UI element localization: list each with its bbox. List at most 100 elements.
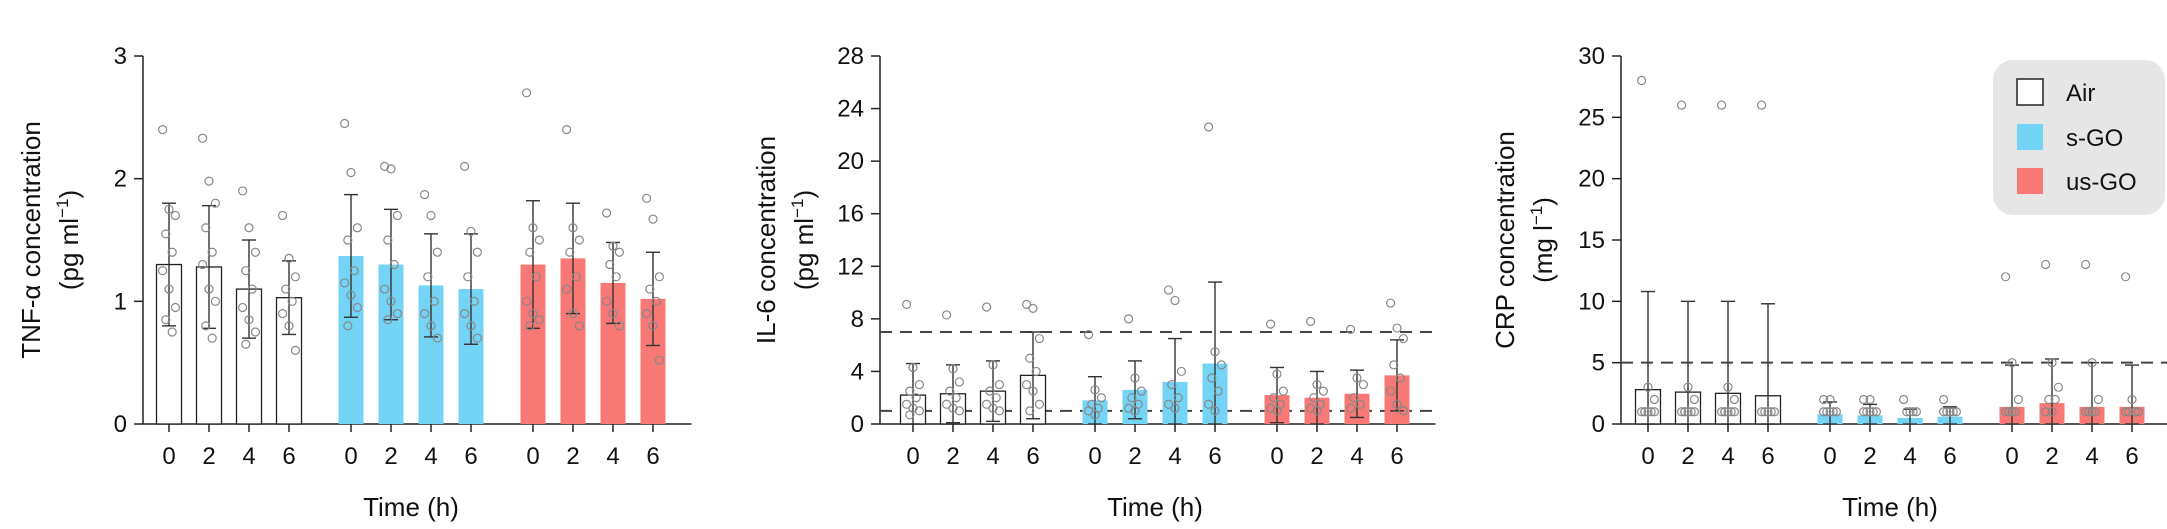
data-point bbox=[1649, 394, 1660, 405]
x-tick-label: 4 bbox=[986, 443, 999, 470]
y-tick-label: 16 bbox=[837, 201, 864, 228]
data-point bbox=[531, 272, 541, 282]
data-point bbox=[1643, 382, 1653, 392]
data-point bbox=[901, 399, 912, 409]
x-tick-label: 0 bbox=[162, 443, 175, 470]
data-point bbox=[905, 410, 915, 420]
data-point bbox=[1395, 373, 1405, 383]
data-point bbox=[1123, 403, 1134, 413]
data-point bbox=[1163, 399, 1174, 409]
data-point bbox=[985, 386, 995, 396]
data-point bbox=[284, 321, 294, 331]
data-point bbox=[648, 214, 658, 224]
data-point bbox=[2044, 394, 2054, 405]
data-point bbox=[1683, 407, 1693, 417]
data-point bbox=[420, 309, 430, 319]
data-point bbox=[1945, 407, 1955, 417]
y-tick-label: 0 bbox=[114, 411, 127, 438]
data-point bbox=[1305, 403, 1316, 413]
data-point bbox=[1272, 369, 1282, 379]
data-point bbox=[561, 284, 572, 294]
data-point bbox=[911, 393, 921, 403]
x-tick-label: 4 bbox=[2085, 443, 2098, 470]
y-tick-label: 0 bbox=[1592, 411, 1605, 438]
data-point bbox=[1034, 333, 1045, 344]
data-point bbox=[941, 399, 952, 409]
data-point bbox=[528, 223, 538, 233]
data-point bbox=[614, 247, 625, 257]
data-point bbox=[981, 399, 992, 409]
legend-swatch-us-go bbox=[2017, 168, 2043, 194]
data-point bbox=[1680, 407, 1690, 417]
data-point bbox=[1828, 407, 1838, 417]
data-point bbox=[2090, 407, 2100, 417]
data-point bbox=[574, 321, 585, 331]
data-point bbox=[207, 333, 217, 343]
data-point bbox=[1822, 407, 1832, 417]
data-point bbox=[2040, 407, 2051, 417]
data-point bbox=[2007, 407, 2017, 417]
x-tick-label: 6 bbox=[1943, 443, 1956, 470]
data-point bbox=[167, 327, 177, 337]
data-point bbox=[941, 310, 952, 320]
data-point bbox=[1309, 393, 1319, 403]
data-point bbox=[534, 315, 545, 325]
data-point bbox=[605, 259, 615, 270]
data-point bbox=[2127, 394, 2137, 405]
data-point bbox=[1729, 407, 1740, 417]
data-point bbox=[645, 284, 655, 294]
data-point bbox=[1203, 122, 1214, 132]
y-axis-label: CRP concentration bbox=[1490, 131, 1520, 349]
x-tick-label: 2 bbox=[566, 443, 579, 470]
data-point bbox=[432, 247, 442, 257]
data-point bbox=[1392, 323, 1402, 333]
data-point bbox=[521, 296, 532, 306]
data-point bbox=[1640, 407, 1650, 417]
y-axis-unit-base: (mg l bbox=[1528, 225, 1558, 283]
data-point bbox=[914, 379, 925, 390]
data-point bbox=[2000, 272, 2011, 282]
data-point bbox=[158, 266, 168, 276]
x-tick-label: 6 bbox=[646, 443, 659, 470]
data-point bbox=[244, 223, 254, 233]
data-point bbox=[2050, 394, 2060, 405]
data-point bbox=[2007, 358, 2017, 368]
y-tick-label: 1 bbox=[114, 288, 127, 315]
x-tick-label: 0 bbox=[1088, 443, 1101, 470]
y-axis-unit-exponent: −1 bbox=[1527, 206, 1546, 225]
data-point bbox=[278, 210, 288, 221]
data-point bbox=[1951, 407, 1962, 417]
x-axis-label: Time (h) bbox=[1842, 492, 1938, 522]
data-point bbox=[561, 125, 572, 135]
data-point bbox=[423, 272, 433, 282]
data-point bbox=[1130, 373, 1140, 383]
data-point bbox=[641, 193, 652, 203]
data-point bbox=[2047, 407, 2057, 417]
data-point bbox=[601, 208, 612, 218]
data-point bbox=[1025, 406, 1035, 416]
y-tick-label: 15 bbox=[1578, 227, 1605, 254]
data-point bbox=[2010, 407, 2020, 417]
data-point bbox=[460, 309, 470, 319]
y-tick-label: 5 bbox=[1592, 350, 1605, 377]
data-point bbox=[383, 235, 393, 245]
data-point bbox=[432, 333, 442, 343]
data-point bbox=[392, 309, 402, 319]
data-point bbox=[1689, 394, 1700, 405]
y-axis-label: IL-6 concentration bbox=[751, 136, 781, 344]
data-point bbox=[1090, 385, 1100, 395]
data-point bbox=[1385, 298, 1396, 308]
y-tick-label: 2 bbox=[114, 166, 127, 193]
data-point bbox=[161, 229, 171, 239]
data-point bbox=[386, 296, 396, 306]
y-axis-unit: (pg ml−1) bbox=[53, 190, 84, 290]
x-tick-label: 4 bbox=[1721, 443, 1734, 470]
data-point bbox=[1265, 403, 1276, 413]
x-tick-label: 2 bbox=[1310, 443, 1323, 470]
data-point bbox=[568, 309, 578, 319]
data-point bbox=[1345, 403, 1356, 413]
data-point bbox=[284, 253, 294, 263]
data-point bbox=[1636, 407, 1647, 417]
x-tick-label: 2 bbox=[946, 443, 959, 470]
